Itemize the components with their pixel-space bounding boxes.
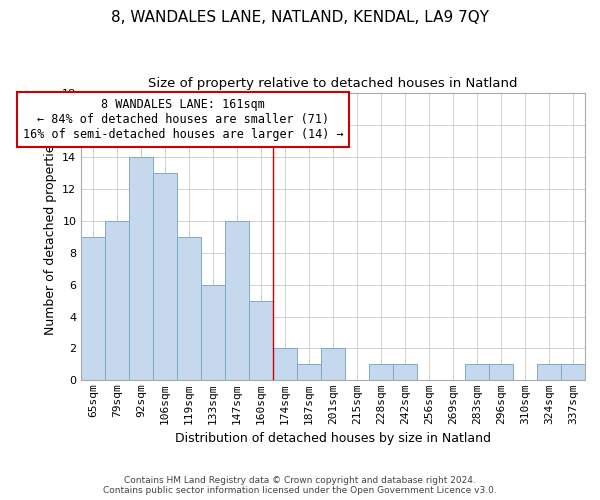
Bar [297, 364, 321, 380]
Bar [225, 221, 249, 380]
Bar [105, 221, 129, 380]
Bar [249, 300, 273, 380]
Bar [321, 348, 345, 380]
Text: 8 WANDALES LANE: 161sqm
← 84% of detached houses are smaller (71)
16% of semi-de: 8 WANDALES LANE: 161sqm ← 84% of detache… [23, 98, 343, 141]
Title: Size of property relative to detached houses in Natland: Size of property relative to detached ho… [148, 78, 518, 90]
Bar [465, 364, 489, 380]
X-axis label: Distribution of detached houses by size in Natland: Distribution of detached houses by size … [175, 432, 491, 445]
Bar [201, 284, 225, 380]
Bar [561, 364, 585, 380]
Bar [369, 364, 393, 380]
Bar [81, 236, 105, 380]
Bar [537, 364, 561, 380]
Bar [129, 157, 153, 380]
Bar [393, 364, 417, 380]
Bar [273, 348, 297, 380]
Text: 8, WANDALES LANE, NATLAND, KENDAL, LA9 7QY: 8, WANDALES LANE, NATLAND, KENDAL, LA9 7… [111, 10, 489, 25]
Bar [177, 236, 201, 380]
Bar [489, 364, 513, 380]
Bar [153, 173, 177, 380]
Text: Contains HM Land Registry data © Crown copyright and database right 2024.
Contai: Contains HM Land Registry data © Crown c… [103, 476, 497, 495]
Y-axis label: Number of detached properties: Number of detached properties [44, 138, 56, 335]
